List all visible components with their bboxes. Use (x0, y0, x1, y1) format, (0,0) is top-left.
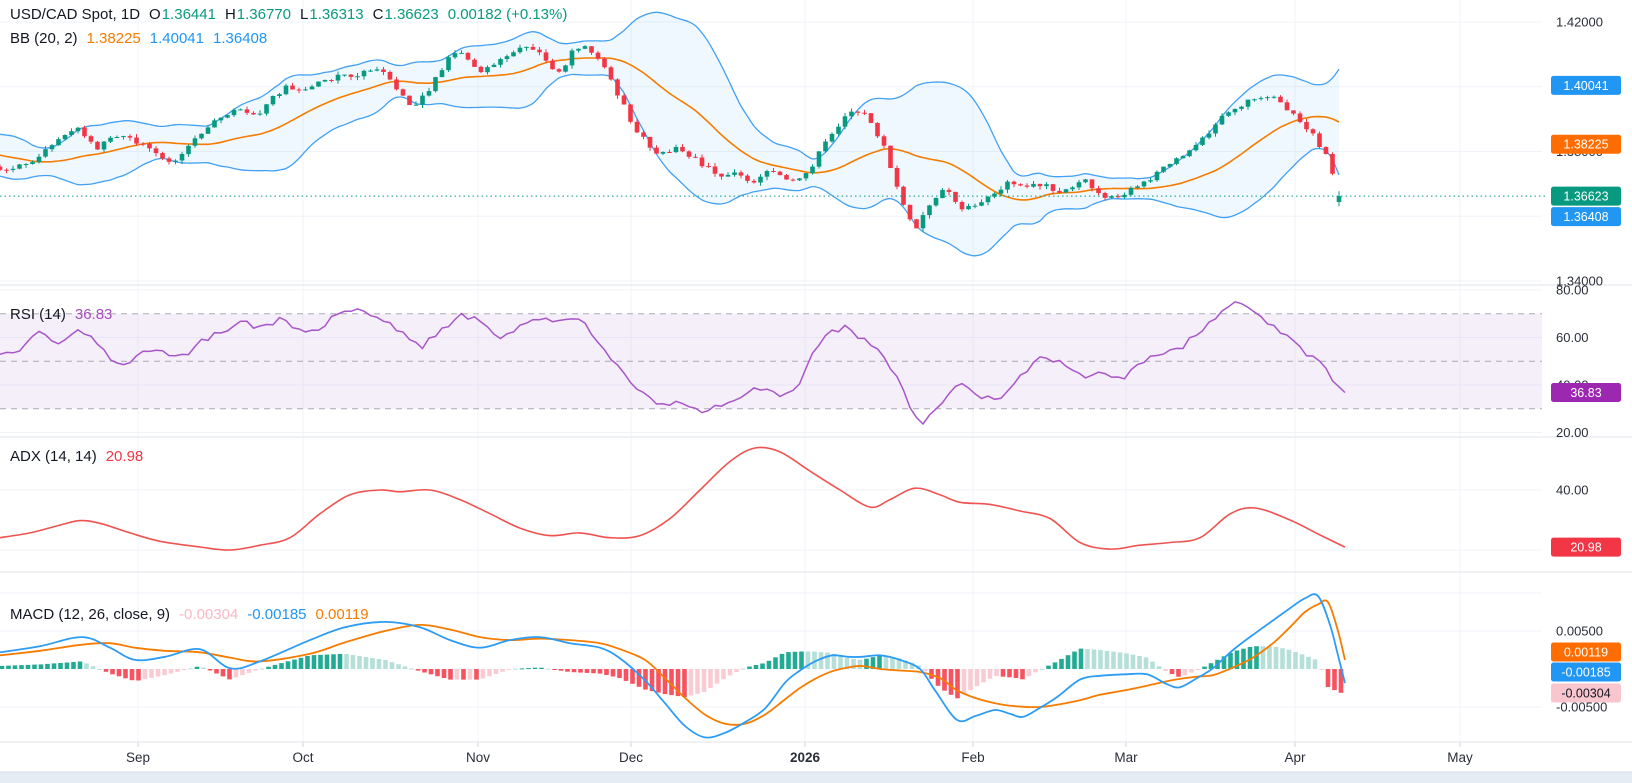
svg-text:20.98: 20.98 (1570, 541, 1601, 555)
bb-lower-value: 1.36408 (213, 30, 268, 47)
adx-legend[interactable]: ADX (14, 14) 20.98 (10, 448, 143, 465)
svg-text:Oct: Oct (292, 750, 313, 765)
ohlc-close: C 1.36623 (372, 6, 439, 23)
svg-text:-0.00304: -0.00304 (1561, 687, 1610, 701)
svg-text:-0.00185: -0.00185 (1561, 666, 1610, 680)
svg-text:Mar: Mar (1114, 750, 1138, 765)
change-value: 0.00182 (+0.13%) (447, 6, 568, 23)
macd-hist-value: -0.00304 (179, 606, 239, 623)
svg-text:80.00: 80.00 (1556, 283, 1589, 298)
bb-label: BB (20, 2) (10, 30, 78, 47)
svg-text:Feb: Feb (961, 750, 984, 765)
adx-label: ADX (14, 14) (10, 448, 97, 465)
svg-text:0.00500: 0.00500 (1556, 624, 1603, 639)
bb-basis-value: 1.38225 (86, 30, 141, 47)
symbol-title: USD/CAD Spot, 1D (10, 6, 141, 23)
macd-line-value: -0.00185 (247, 606, 307, 623)
svg-text:1.42000: 1.42000 (1556, 15, 1603, 30)
svg-text:36.83: 36.83 (1570, 386, 1601, 400)
bb-legend[interactable]: BB (20, 2) 1.38225 1.40041 1.36408 (10, 30, 267, 47)
rsi-legend[interactable]: RSI (14) 36.83 (10, 306, 112, 323)
svg-text:Dec: Dec (619, 750, 643, 765)
svg-text:-0.00500: -0.00500 (1556, 700, 1607, 715)
svg-text:20.00: 20.00 (1556, 425, 1589, 440)
svg-text:Sep: Sep (126, 750, 150, 765)
svg-text:May: May (1447, 750, 1473, 765)
svg-text:2026: 2026 (790, 750, 821, 765)
rsi-label: RSI (14) (10, 306, 66, 323)
svg-text:1.38225: 1.38225 (1563, 138, 1608, 152)
svg-text:60.00: 60.00 (1556, 330, 1589, 345)
svg-text:Nov: Nov (466, 750, 490, 765)
ohlc-high: H 1.36770 (224, 6, 292, 23)
svg-text:1.34000: 1.34000 (1556, 274, 1603, 289)
macd-label: MACD (12, 26, close, 9) (10, 606, 171, 623)
svg-text:1.36408: 1.36408 (1563, 210, 1608, 224)
adx-value: 20.98 (105, 448, 144, 465)
svg-text:Apr: Apr (1284, 750, 1306, 765)
svg-text:1.40041: 1.40041 (1563, 79, 1608, 93)
ohlc-open: O 1.36441 (149, 6, 216, 23)
svg-text:40.00: 40.00 (1556, 483, 1589, 498)
symbol-legend[interactable]: USD/CAD Spot, 1D O 1.36441 H 1.36770 L 1.36… (10, 6, 567, 23)
svg-text:0.00119: 0.00119 (1564, 646, 1608, 660)
rsi-value: 36.83 (74, 306, 113, 323)
macd-signal-value: 0.00119 (315, 606, 369, 623)
ohlc-low: L 1.36313 (300, 6, 364, 23)
bb-upper-value: 1.40041 (149, 30, 204, 47)
svg-text:1.36623: 1.36623 (1563, 190, 1608, 204)
macd-legend[interactable]: MACD (12, 26, close, 9) -0.00304 -0.0018… (10, 606, 369, 623)
